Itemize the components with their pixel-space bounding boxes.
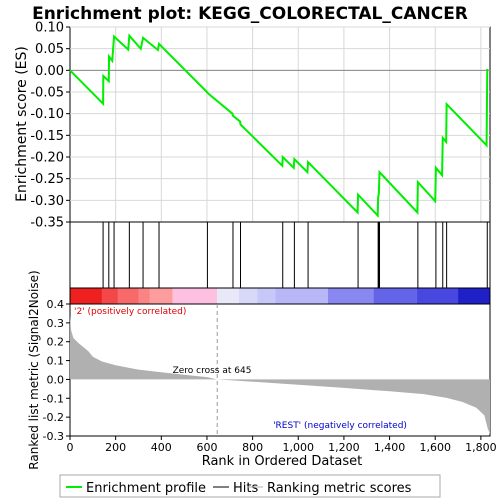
ranked-y-tick-label: -0.1	[43, 392, 64, 405]
x-tick-label: 600	[196, 441, 217, 454]
colorbar-segment	[172, 288, 218, 304]
colorbar-segment	[458, 288, 490, 304]
es-y-ticks: 0.10 0.05 0.00 -0.05 -0.10 -0.15 -0.20 -0.25 -0.…	[30, 21, 70, 231]
x-tick-label: 1,400	[374, 441, 406, 454]
colorbar-panel	[69, 287, 491, 305]
x-tick-label: 200	[105, 441, 126, 454]
es-y-axis-label: Enrichment score (ES)	[14, 46, 30, 202]
x-axis-label: Rank in Ordered Dataset	[202, 454, 363, 469]
es-y-tick-label: 0.00	[35, 64, 64, 79]
colorbar-segment	[416, 288, 459, 304]
es-y-tick-label: 0.05	[35, 42, 64, 57]
enrichment-profile-line	[69, 33, 489, 218]
es-y-tick-label: -0.20	[30, 151, 64, 166]
ranked-y-tick-label: 0.4	[47, 298, 65, 311]
x-tick-label: 1,000	[283, 441, 315, 454]
colorbar-segment	[327, 288, 374, 304]
ranked-y-tick-label: 0.2	[47, 336, 65, 349]
hit-markers	[102, 222, 488, 288]
legend-enrichment-label: Enrichment profile	[86, 481, 206, 496]
colorbar-segment	[101, 288, 118, 304]
rank-colorbar	[70, 288, 490, 304]
colorbar-segment	[373, 288, 417, 304]
negative-correlation-label: 'REST' (negatively correlated)	[273, 421, 407, 431]
colorbar-segment	[217, 288, 239, 304]
colorbar-segment	[117, 288, 139, 304]
x-ticks: 0 200 400 600 800 1,000 1,200 1,400 1,600 1,800	[67, 436, 497, 454]
colorbar-segment	[275, 288, 328, 304]
colorbar-segment	[149, 288, 173, 304]
es-y-tick-label: -0.35	[30, 216, 64, 231]
hits-panel	[69, 221, 491, 289]
x-tick-label: 1,600	[419, 441, 451, 454]
colorbar-segment	[138, 288, 150, 304]
legend-ranking-label: Ranking metric scores	[267, 481, 412, 496]
es-y-tick-label: -0.05	[30, 86, 64, 101]
x-tick-label: 1,800	[465, 441, 497, 454]
es-y-tick-label: -0.10	[30, 107, 64, 122]
ranked-panel: 0.4 0.3 0.2 0.1 0.0 -0.1 -0.2 -0.3 '2' (positiv…	[27, 270, 491, 470]
ranked-y-tick-label: 0.0	[47, 373, 65, 386]
ranked-y-tick-label: -0.2	[43, 411, 64, 424]
ranked-y-tick-label: 0.1	[47, 355, 65, 368]
x-tick-label: 800	[242, 441, 263, 454]
colorbar-segment	[257, 288, 276, 304]
es-y-tick-label: -0.30	[30, 194, 64, 209]
es-plot-frame	[69, 26, 491, 223]
hits-frame	[69, 221, 491, 289]
es-y-tick-label: -0.15	[30, 129, 64, 144]
chart-title: Enrichment plot: KEGG_COLORECTAL_CANCER	[32, 4, 468, 24]
positive-correlation-label: '2' (positively correlated)	[74, 307, 186, 317]
ranked-y-ticks: 0.4 0.3 0.2 0.1 0.0 -0.1 -0.2 -0.3	[43, 298, 70, 443]
legend: Enrichment profile Hits Ranking metric s…	[59, 474, 441, 498]
legend-frame	[59, 474, 441, 498]
es-y-tick-label: -0.25	[30, 172, 64, 187]
colorbar-segment	[70, 288, 102, 304]
x-axis: 0 200 400 600 800 1,000 1,200 1,400 1,600 1,800 R…	[67, 436, 497, 469]
x-tick-label: 400	[151, 441, 172, 454]
colorbar-segment	[238, 288, 258, 304]
ranked-y-tick-label: -0.3	[43, 430, 64, 443]
ranked-y-axis-label: Ranked list metric (Signal2Noise)	[27, 270, 41, 469]
es-y-tick-label: 0.10	[35, 21, 64, 36]
x-tick-label: 0	[67, 441, 74, 454]
zero-cross-label: Zero cross at 645	[173, 366, 252, 376]
es-panel: 0.10 0.05 0.00 -0.05 -0.10 -0.15 -0.20 -0.25 -0.…	[14, 21, 491, 231]
ranked-y-tick-label: 0.3	[47, 317, 65, 330]
x-tick-label: 1,200	[328, 441, 360, 454]
legend-hits-label: Hits	[233, 481, 258, 496]
ranking-metric-area	[70, 315, 490, 435]
